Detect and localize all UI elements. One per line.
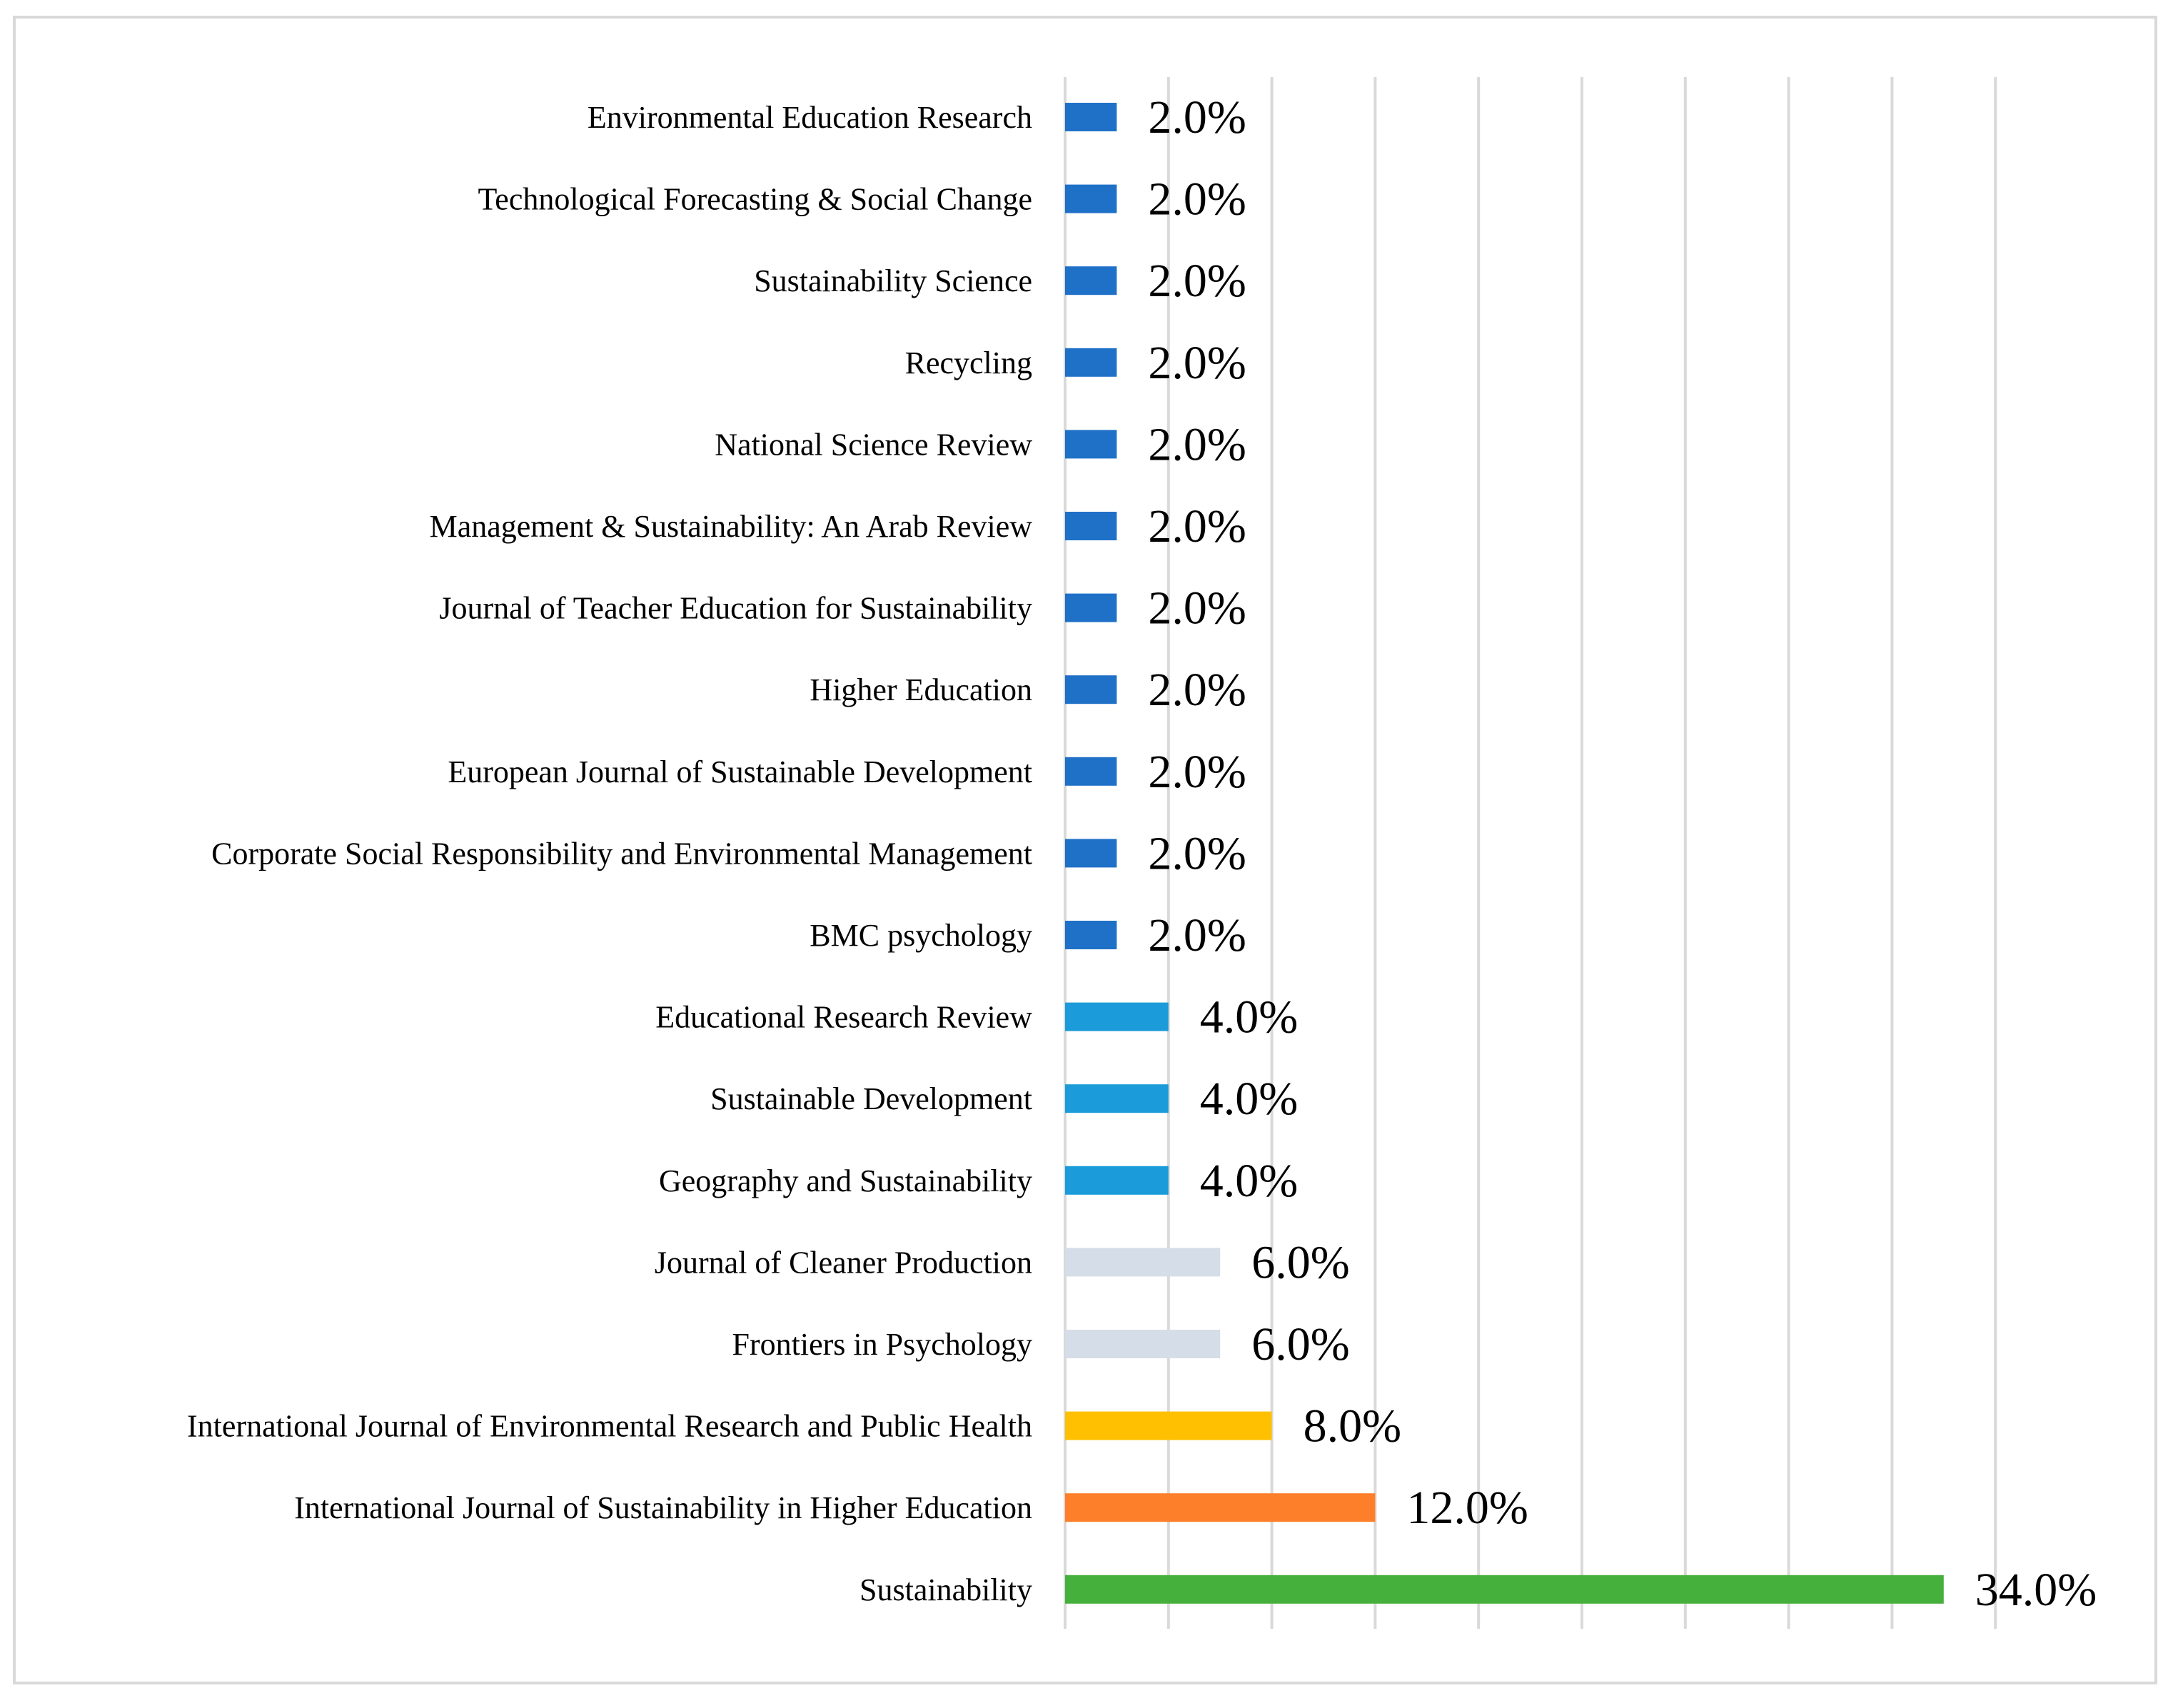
bar-3: [1065, 348, 1117, 377]
value-label-15: 6.0%: [1251, 1318, 1349, 1370]
bar-8: [1065, 757, 1117, 786]
category-label-12: Sustainable Development: [710, 1081, 1032, 1116]
value-label-2: 2.0%: [1148, 255, 1246, 307]
bar-0: [1065, 103, 1117, 131]
category-label-16: International Journal of Environmental R…: [187, 1409, 1032, 1444]
bar-12: [1065, 1084, 1169, 1113]
bar-2: [1065, 266, 1117, 295]
value-label-9: 2.0%: [1148, 827, 1246, 879]
value-label-16: 8.0%: [1304, 1400, 1401, 1452]
category-label-10: BMC psychology: [810, 918, 1032, 953]
value-label-0: 2.0%: [1148, 91, 1246, 143]
value-label-3: 2.0%: [1148, 337, 1246, 389]
category-label-17: International Journal of Sustainability …: [294, 1490, 1032, 1525]
value-label-10: 2.0%: [1148, 909, 1246, 961]
category-label-0: Environmental Education Research: [588, 100, 1032, 135]
value-labels: 2.0% 2.0% 2.0% 2.0% 2.0% 2.0% 2.0% 2.0% 2.0% 2.0%…: [1148, 91, 2097, 1616]
bar-16: [1065, 1411, 1272, 1440]
value-label-7: 2.0%: [1148, 664, 1246, 716]
category-label-5: Management & Sustainability: An Arab Rev…: [430, 509, 1033, 544]
category-label-15: Frontiers in Psychology: [732, 1327, 1032, 1362]
bar-17: [1065, 1493, 1376, 1522]
bar-15: [1065, 1330, 1221, 1358]
category-label-2: Sustainability Science: [754, 263, 1032, 298]
bar-5: [1065, 512, 1117, 540]
bar-18: [1065, 1575, 1944, 1604]
category-label-13: Geography and Sustainability: [659, 1163, 1032, 1198]
bar-7: [1065, 675, 1117, 704]
value-label-8: 2.0%: [1148, 746, 1246, 798]
category-label-14: Journal of Cleaner Production: [655, 1245, 1032, 1280]
bar-6: [1065, 593, 1117, 622]
gridlines: [1064, 77, 1997, 1629]
category-label-11: Educational Research Review: [655, 1000, 1032, 1035]
bars: [1065, 103, 1944, 1604]
value-label-18: 34.0%: [1975, 1564, 2097, 1616]
value-label-5: 2.0%: [1148, 500, 1246, 552]
category-label-1: Technological Forecasting & Social Chang…: [478, 182, 1033, 217]
category-label-9: Corporate Social Responsibility and Envi…: [211, 836, 1032, 871]
value-label-11: 4.0%: [1200, 991, 1298, 1044]
category-labels: Environmental Education Research Technolo…: [187, 100, 1032, 1607]
category-label-18: Sustainability: [859, 1572, 1032, 1607]
value-label-13: 4.0%: [1200, 1155, 1298, 1207]
value-label-6: 2.0%: [1148, 582, 1246, 635]
bar-4: [1065, 430, 1117, 459]
value-label-1: 2.0%: [1148, 173, 1246, 226]
value-label-14: 6.0%: [1251, 1236, 1349, 1288]
value-label-4: 2.0%: [1148, 418, 1246, 470]
category-label-6: Journal of Teacher Education for Sustain…: [439, 591, 1032, 626]
bar-10: [1065, 921, 1117, 949]
bar-1: [1065, 184, 1117, 213]
value-label-17: 12.0%: [1406, 1482, 1528, 1534]
bar-14: [1065, 1248, 1221, 1277]
category-label-4: National Science Review: [715, 427, 1032, 462]
bar-9: [1065, 839, 1117, 868]
category-label-8: European Journal of Sustainable Developm…: [448, 754, 1032, 789]
bar-11: [1065, 1002, 1169, 1031]
category-label-7: Higher Education: [810, 672, 1032, 707]
value-label-12: 4.0%: [1200, 1073, 1298, 1125]
category-label-3: Recycling: [905, 345, 1032, 380]
bar-13: [1065, 1166, 1169, 1195]
